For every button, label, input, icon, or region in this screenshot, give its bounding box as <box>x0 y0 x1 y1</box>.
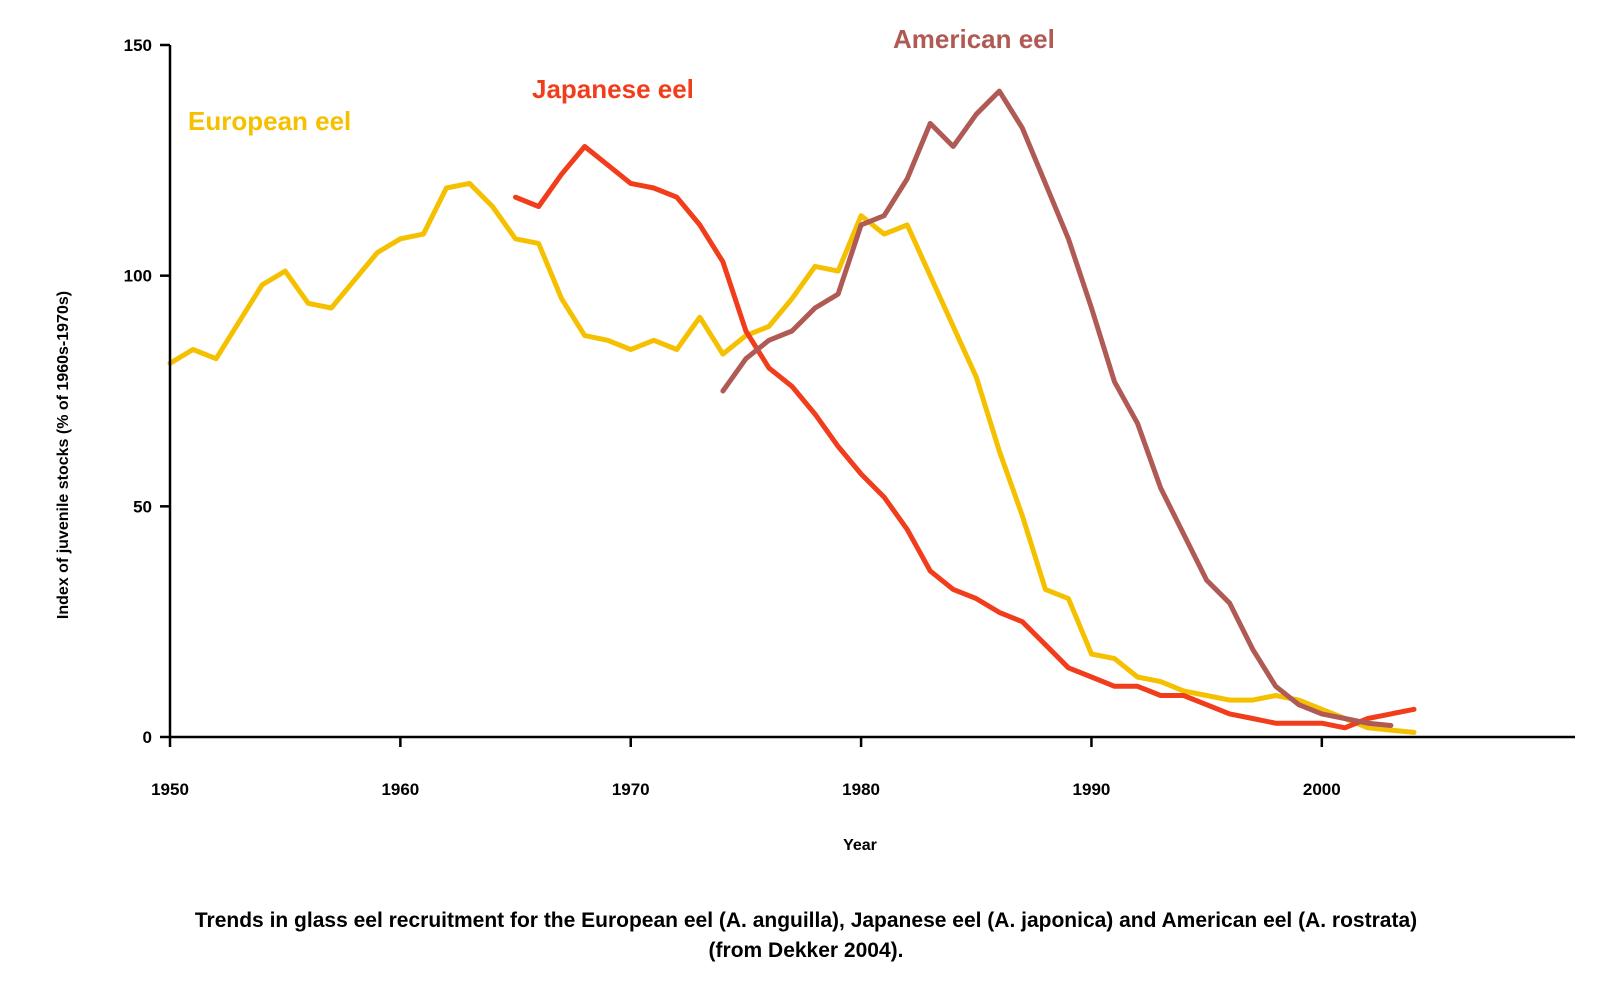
y-tick-label: 0 <box>143 728 152 747</box>
y-axis-title: Index of juvenile stocks (% of 1960s-197… <box>55 291 72 619</box>
x-axis-title: Year <box>843 837 877 854</box>
x-tick-label: 1950 <box>151 780 189 799</box>
y-axis-ticks: 0 50 100 150 <box>124 36 170 747</box>
series-label-european-eel: European eel <box>188 106 351 136</box>
x-tick-label: 1980 <box>842 780 880 799</box>
y-tick-label: 50 <box>133 497 152 516</box>
series-line-european-eel <box>167 180 1417 735</box>
y-tick-label: 150 <box>124 36 152 55</box>
x-tick-label: 1990 <box>1073 780 1111 799</box>
x-tick-label: 2000 <box>1303 780 1341 799</box>
y-tick-label: 100 <box>124 267 152 286</box>
series-label-japanese-eel: Japanese eel <box>532 74 694 104</box>
x-tick-label: 1970 <box>612 780 650 799</box>
figure-caption: Trends in glass eel recruitment for the … <box>0 906 1612 966</box>
series-lines <box>167 88 1417 735</box>
caption-line-2: (from Dekker 2004). <box>708 939 904 962</box>
x-tick-label: 1960 <box>381 780 419 799</box>
series-label-american-eel: American eel <box>893 24 1055 54</box>
x-axis-ticks: 1950 1960 1970 1980 1990 2000 <box>151 737 1341 799</box>
caption-line-1: Trends in glass eel recruitment for the … <box>194 909 1418 932</box>
series-line-american-eel <box>720 88 1394 728</box>
series-line-japanese-eel <box>513 144 1417 731</box>
